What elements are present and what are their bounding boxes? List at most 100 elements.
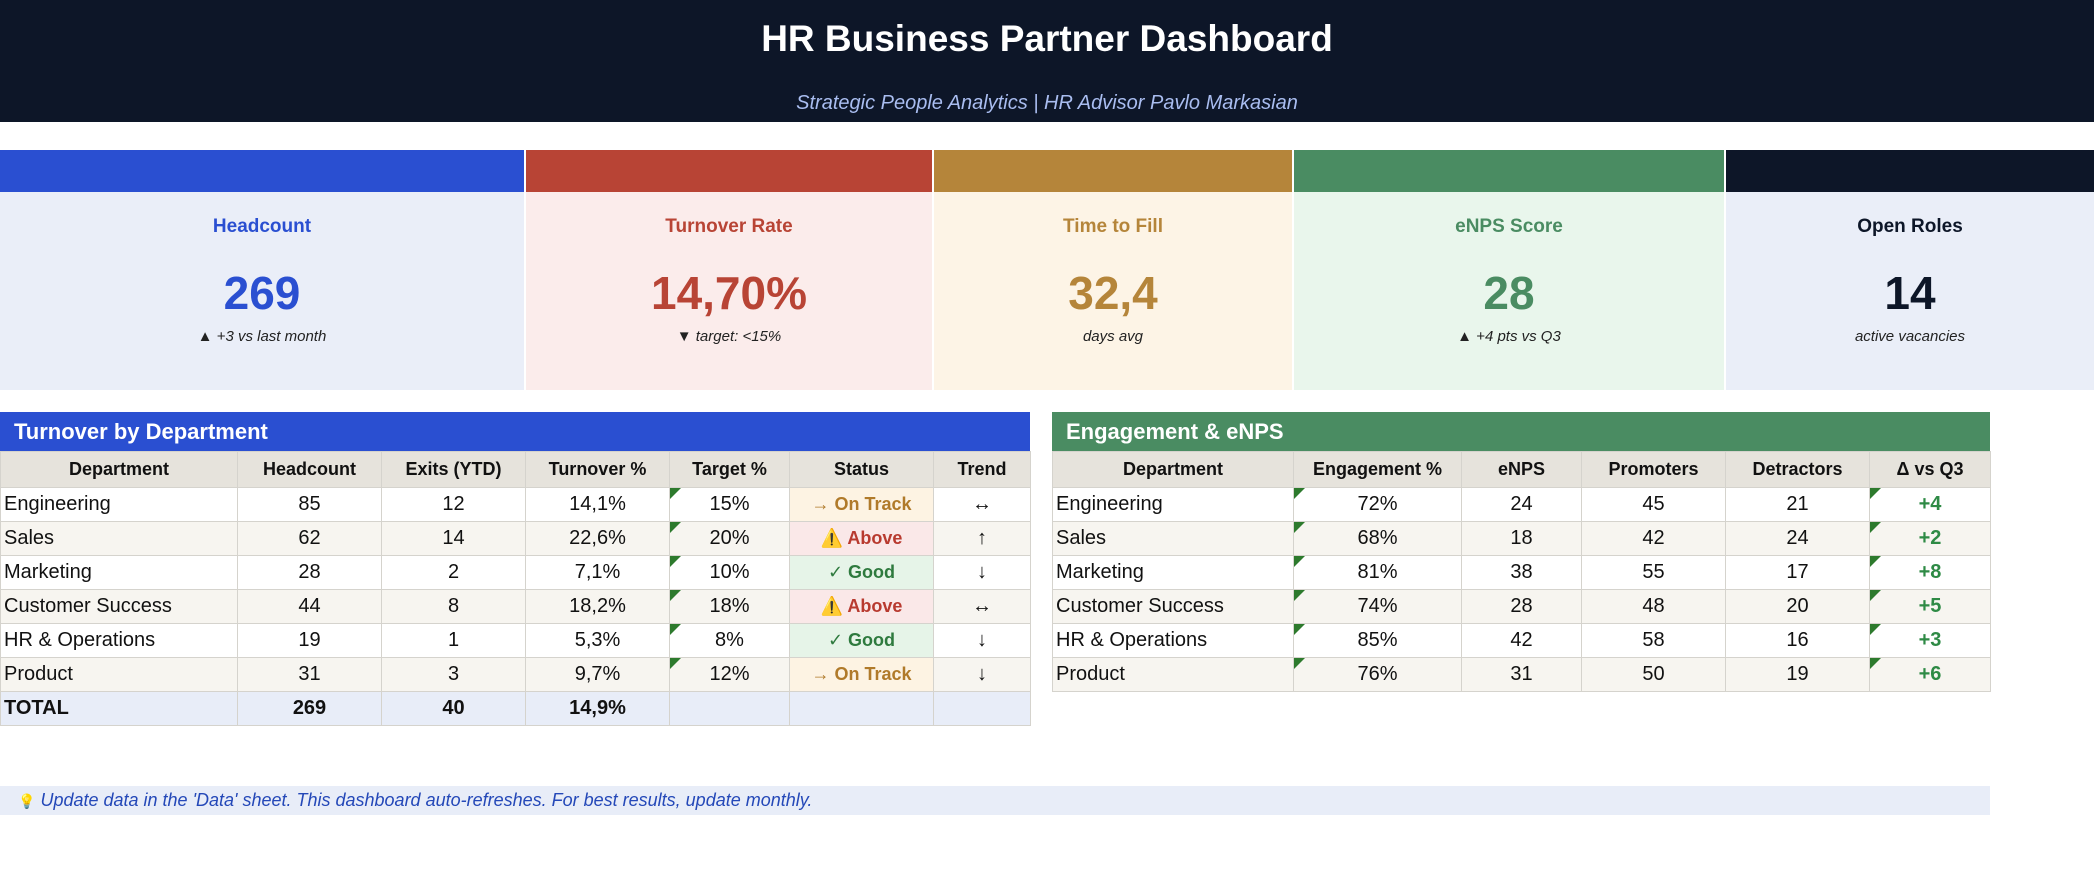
- target-cell[interactable]: 20%: [669, 521, 790, 556]
- detractors-cell[interactable]: 21: [1725, 487, 1870, 522]
- total-headcount-cell[interactable]: 269: [237, 691, 382, 726]
- exits-cell[interactable]: 1: [381, 623, 526, 658]
- headcount-cell[interactable]: 44: [237, 589, 382, 624]
- total-turnover-cell[interactable]: 14,9%: [525, 691, 670, 726]
- exits-cell[interactable]: 2: [381, 555, 526, 590]
- total-row[interactable]: TOTAL 269 40 14,9%: [0, 691, 1031, 726]
- table-row[interactable]: Customer Success 44 8 18,2% 18% ⚠️ Above ↔: [0, 589, 1031, 624]
- table-row[interactable]: Engineering 72% 24 45 21 +4: [1052, 487, 1991, 522]
- target-cell[interactable]: 10%: [669, 555, 790, 590]
- engagement-cell[interactable]: 74%: [1293, 589, 1462, 624]
- trend-cell[interactable]: ↑: [933, 521, 1031, 556]
- turnover-cell[interactable]: 14,1%: [525, 487, 670, 522]
- status-cell[interactable]: ⚠️ Above: [789, 521, 934, 556]
- promoters-cell[interactable]: 50: [1581, 657, 1726, 692]
- exits-cell[interactable]: 3: [381, 657, 526, 692]
- department-cell[interactable]: Marketing: [1052, 555, 1294, 590]
- headcount-cell[interactable]: 85: [237, 487, 382, 522]
- delta-cell[interactable]: +5: [1869, 589, 1991, 624]
- table-row[interactable]: Engineering 85 12 14,1% 15% → On Track ↔: [0, 487, 1031, 522]
- column-header[interactable]: Engagement %: [1293, 451, 1462, 488]
- trend-cell[interactable]: ↔: [933, 589, 1031, 624]
- target-cell[interactable]: 15%: [669, 487, 790, 522]
- column-header[interactable]: eNPS: [1461, 451, 1582, 488]
- kpi-card-time-to-fill[interactable]: Time to Fill 32,4 days avg: [934, 150, 1292, 390]
- department-cell[interactable]: Sales: [1052, 521, 1294, 556]
- turnover-cell[interactable]: 18,2%: [525, 589, 670, 624]
- department-cell[interactable]: Sales: [0, 521, 238, 556]
- kpi-card-open-roles[interactable]: Open Roles 14 active vacancies: [1726, 150, 2094, 390]
- delta-cell[interactable]: +2: [1869, 521, 1991, 556]
- exits-cell[interactable]: 8: [381, 589, 526, 624]
- column-header[interactable]: Promoters: [1581, 451, 1726, 488]
- trend-cell[interactable]: ↓: [933, 623, 1031, 658]
- table-row[interactable]: HR & Operations 85% 42 58 16 +3: [1052, 623, 1991, 658]
- status-cell[interactable]: → On Track: [789, 487, 934, 522]
- enps-cell[interactable]: 31: [1461, 657, 1582, 692]
- column-header[interactable]: Trend: [933, 451, 1031, 488]
- headcount-cell[interactable]: 19: [237, 623, 382, 658]
- trend-cell[interactable]: ↔: [933, 487, 1031, 522]
- table-row[interactable]: HR & Operations 19 1 5,3% 8% ✓ Good ↓: [0, 623, 1031, 658]
- promoters-cell[interactable]: 48: [1581, 589, 1726, 624]
- target-cell[interactable]: 12%: [669, 657, 790, 692]
- table-row[interactable]: Marketing 28 2 7,1% 10% ✓ Good ↓: [0, 555, 1031, 590]
- column-header[interactable]: Status: [789, 451, 934, 488]
- promoters-cell[interactable]: 45: [1581, 487, 1726, 522]
- department-cell[interactable]: Customer Success: [1052, 589, 1294, 624]
- headcount-cell[interactable]: 62: [237, 521, 382, 556]
- total-empty-cell[interactable]: [669, 691, 790, 726]
- total-empty-cell[interactable]: [789, 691, 934, 726]
- department-cell[interactable]: HR & Operations: [1052, 623, 1294, 658]
- column-header[interactable]: Turnover %: [525, 451, 670, 488]
- department-cell[interactable]: Customer Success: [0, 589, 238, 624]
- column-header[interactable]: Headcount: [237, 451, 382, 488]
- engagement-cell[interactable]: 72%: [1293, 487, 1462, 522]
- turnover-cell[interactable]: 7,1%: [525, 555, 670, 590]
- engagement-cell[interactable]: 81%: [1293, 555, 1462, 590]
- enps-cell[interactable]: 18: [1461, 521, 1582, 556]
- column-header[interactable]: Detractors: [1725, 451, 1870, 488]
- delta-cell[interactable]: +6: [1869, 657, 1991, 692]
- engagement-cell[interactable]: 68%: [1293, 521, 1462, 556]
- department-cell[interactable]: Product: [1052, 657, 1294, 692]
- table-row[interactable]: Sales 68% 18 42 24 +2: [1052, 521, 1991, 556]
- promoters-cell[interactable]: 58: [1581, 623, 1726, 658]
- engagement-cell[interactable]: 76%: [1293, 657, 1462, 692]
- column-header[interactable]: Target %: [669, 451, 790, 488]
- table-row[interactable]: Customer Success 74% 28 48 20 +5: [1052, 589, 1991, 624]
- detractors-cell[interactable]: 16: [1725, 623, 1870, 658]
- detractors-cell[interactable]: 17: [1725, 555, 1870, 590]
- table-row[interactable]: Sales 62 14 22,6% 20% ⚠️ Above ↑: [0, 521, 1031, 556]
- kpi-card-enps-score[interactable]: eNPS Score 28 ▲ +4 pts vs Q3: [1294, 150, 1724, 390]
- table-row[interactable]: Product 31 3 9,7% 12% → On Track ↓: [0, 657, 1031, 692]
- turnover-cell[interactable]: 22,6%: [525, 521, 670, 556]
- kpi-card-headcount[interactable]: Headcount 269 ▲ +3 vs last month: [0, 150, 524, 390]
- column-header[interactable]: Δ vs Q3: [1869, 451, 1991, 488]
- table-row[interactable]: Product 76% 31 50 19 +6: [1052, 657, 1991, 692]
- table-row[interactable]: Marketing 81% 38 55 17 +8: [1052, 555, 1991, 590]
- enps-cell[interactable]: 42: [1461, 623, 1582, 658]
- department-cell[interactable]: Engineering: [1052, 487, 1294, 522]
- turnover-cell[interactable]: 9,7%: [525, 657, 670, 692]
- exits-cell[interactable]: 14: [381, 521, 526, 556]
- total-empty-cell[interactable]: [933, 691, 1031, 726]
- detractors-cell[interactable]: 20: [1725, 589, 1870, 624]
- headcount-cell[interactable]: 28: [237, 555, 382, 590]
- target-cell[interactable]: 18%: [669, 589, 790, 624]
- detractors-cell[interactable]: 19: [1725, 657, 1870, 692]
- promoters-cell[interactable]: 55: [1581, 555, 1726, 590]
- column-header[interactable]: Exits (YTD): [381, 451, 526, 488]
- status-cell[interactable]: → On Track: [789, 657, 934, 692]
- enps-cell[interactable]: 28: [1461, 589, 1582, 624]
- trend-cell[interactable]: ↓: [933, 555, 1031, 590]
- status-cell[interactable]: ✓ Good: [789, 555, 934, 590]
- engagement-cell[interactable]: 85%: [1293, 623, 1462, 658]
- delta-cell[interactable]: +3: [1869, 623, 1991, 658]
- department-cell[interactable]: Product: [0, 657, 238, 692]
- column-header[interactable]: Department: [1052, 451, 1294, 488]
- status-cell[interactable]: ⚠️ Above: [789, 589, 934, 624]
- total-dept-cell[interactable]: TOTAL: [0, 691, 238, 726]
- enps-cell[interactable]: 24: [1461, 487, 1582, 522]
- turnover-cell[interactable]: 5,3%: [525, 623, 670, 658]
